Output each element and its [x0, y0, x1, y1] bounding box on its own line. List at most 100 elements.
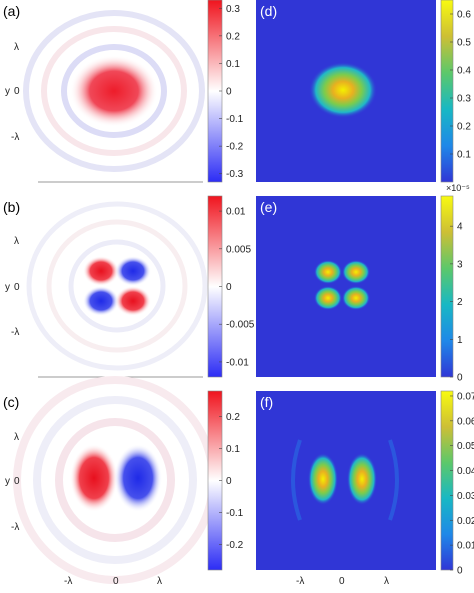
- colorbar-e-exponent: ×10⁻⁵: [446, 183, 470, 193]
- panel-e: (e): [256, 196, 436, 377]
- colorbar-tick-label: 0.2: [226, 412, 240, 423]
- colorbar-tick-label: 0.3: [457, 94, 471, 105]
- panel-label-c: (c): [3, 394, 19, 410]
- colorbar-tick-label: 0.03: [457, 491, 474, 502]
- colorbar-tick-label: 0.6: [457, 10, 471, 21]
- colorbar-tick-label: 0: [457, 566, 463, 577]
- x-tick-right-neg: -λ: [296, 576, 304, 587]
- panel-f-spot-left: [308, 453, 338, 505]
- y-axis-row1: y λ 0 -λ: [5, 42, 20, 143]
- colorbar-tick-label: 0.4: [457, 66, 471, 77]
- colorbar-a: 0.3 0.2 0.1 0 -0.1 -0.2 -0.3: [207, 0, 244, 183]
- colorbar-tick-label: -0.2: [226, 540, 244, 551]
- y-tick-row3-top: λ: [14, 432, 19, 443]
- colorbar-tick-label: 0: [226, 476, 232, 487]
- colorbar-tick-label: 0: [457, 373, 463, 384]
- panel-c: (c): [3, 376, 217, 584]
- colorbar-tick-label: 0: [226, 87, 232, 98]
- panel-e-spot-bl: [314, 286, 342, 310]
- y-tick-row1-top: λ: [14, 42, 19, 53]
- colorbar-tick-label: 0.005: [226, 244, 251, 255]
- colorbar-tick-label: 0.1: [226, 444, 240, 455]
- colorbar-f-ticks: 0.07 0.06 0.05 0.04 0.03 0.02 0.01 0: [450, 391, 474, 577]
- colorbar-tick-label: 0.05: [457, 441, 474, 452]
- colorbar-tick-label: -0.1: [226, 114, 244, 125]
- y-axis-label-row2: y: [5, 282, 10, 293]
- colorbar-tick-label: 2: [457, 297, 463, 308]
- colorbar-tick-label: 0.07: [457, 391, 474, 402]
- x-tick-right-zero: 0: [339, 576, 345, 587]
- colorbar-d-ticks: 0.6 0.5 0.4 0.3 0.2 0.1: [450, 10, 471, 161]
- panel-label-e: (e): [260, 199, 277, 215]
- panel-b-lobe-tl: [83, 256, 119, 286]
- colorbar-tick-label: 4: [457, 222, 463, 233]
- colorbar-tick-label: -0.2: [226, 142, 244, 153]
- colorbar-tick-label: 0.01: [226, 207, 246, 218]
- y-tick-row1-mid: 0: [14, 86, 20, 97]
- y-tick-row2-top: λ: [14, 236, 19, 247]
- colorbar-tick-label: 0.02: [457, 516, 474, 527]
- colorbar-tick-label: 0.2: [457, 122, 471, 133]
- y-axis-row2: y λ 0 -λ: [5, 236, 20, 338]
- panel-f-arcs: [291, 439, 399, 521]
- colorbar-tick-label: 0.5: [457, 38, 471, 49]
- panel-a-rings: [23, 10, 205, 172]
- panel-a-lobe: [70, 55, 158, 127]
- panel-b-lobe-tr: [115, 256, 151, 286]
- panel-a: (a): [3, 0, 205, 183]
- colorbar-e: 4 3 2 1 0 ×10⁻⁵: [440, 183, 470, 384]
- panel-e-spot-br: [342, 286, 370, 310]
- panel-b-lobe-bl: [83, 286, 119, 316]
- panel-e-spot-tl: [314, 260, 342, 284]
- panel-b: (b): [3, 196, 208, 378]
- y-tick-row3-bot: -λ: [11, 522, 19, 533]
- y-axis-label-row1: y: [5, 86, 10, 97]
- panel-c-lobe-right: [114, 444, 162, 512]
- y-axis-label-row3: y: [5, 476, 10, 487]
- colorbar-tick-label: 0.04: [457, 466, 474, 477]
- panel-b-rings: [26, 201, 208, 371]
- colorbar-tick-label: 0.3: [226, 4, 240, 15]
- colorbar-tick-label: -0.1: [226, 508, 244, 519]
- colorbar-c-ticks: 0.2 0.1 0 -0.1 -0.2: [219, 412, 244, 551]
- y-tick-row1-bot: -λ: [11, 132, 19, 143]
- colorbar-tick-label: 0.1: [457, 150, 471, 161]
- colorbar-d: 0.6 0.5 0.4 0.3 0.2 0.1: [440, 0, 471, 183]
- y-tick-row2-mid: 0: [14, 282, 20, 293]
- y-tick-row2-bot: -λ: [11, 327, 19, 338]
- colorbar-tick-label: -0.005: [226, 320, 255, 331]
- x-tick-left-zero: 0: [113, 576, 119, 587]
- colorbar-e-ticks: 4 3 2 1 0: [450, 222, 463, 384]
- x-tick-right-pos: λ: [384, 576, 389, 587]
- panel-f-spot-right: [347, 453, 377, 505]
- colorbar-b-ticks: 0.01 0.005 0 -0.005 -0.01: [219, 207, 255, 368]
- colorbar-c: 0.2 0.1 0 -0.1 -0.2: [207, 390, 244, 571]
- colorbar-tick-label: 0.1: [226, 59, 240, 70]
- x-axis-left: -λ 0 λ: [64, 576, 162, 587]
- panel-f: (f): [256, 391, 436, 570]
- colorbar-tick-label: -0.3: [226, 169, 244, 180]
- panel-d: (d): [256, 0, 436, 182]
- panel-e-spot-tr: [342, 260, 370, 284]
- colorbar-tick-label: 0.2: [226, 31, 240, 42]
- panel-label-d: (d): [260, 3, 277, 19]
- panel-label-b: (b): [3, 199, 20, 215]
- x-tick-left-neg: -λ: [64, 576, 72, 587]
- colorbar-tick-label: 3: [457, 259, 463, 270]
- colorbar-b: 0.01 0.005 0 -0.005 -0.01: [207, 195, 255, 378]
- x-tick-left-pos: λ: [157, 576, 162, 587]
- panel-label-f: (f): [260, 394, 273, 410]
- colorbar-tick-label: 0.06: [457, 416, 474, 427]
- colorbar-tick-label: -0.01: [226, 357, 249, 368]
- x-axis-right: -λ 0 λ: [296, 576, 389, 587]
- panel-d-spot: [309, 62, 377, 118]
- y-axis-row3: y λ 0 -λ: [5, 432, 20, 533]
- panel-c-lobe-left: [70, 444, 118, 512]
- panel-label-a: (a): [3, 3, 20, 19]
- y-tick-row3-mid: 0: [14, 476, 20, 487]
- panel-b-lobe-br: [115, 286, 151, 316]
- colorbar-tick-label: 0.01: [457, 541, 474, 552]
- colorbar-a-ticks: 0.3 0.2 0.1 0 -0.1 -0.2 -0.3: [219, 4, 244, 180]
- colorbar-tick-label: 0: [226, 282, 232, 293]
